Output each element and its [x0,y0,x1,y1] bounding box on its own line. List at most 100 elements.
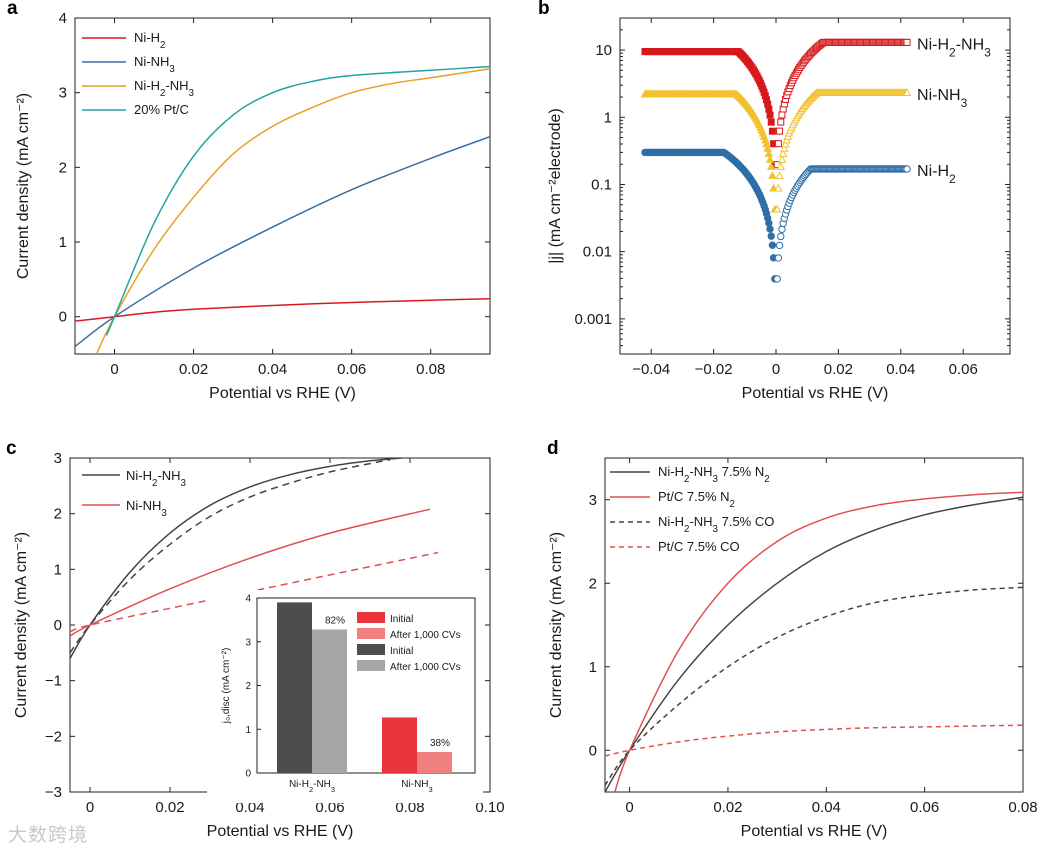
inset-legend-label: Initial [390,614,413,625]
x-tick-label: 0.06 [337,361,366,378]
x-tick-label: 0 [625,799,633,816]
panel-d: 0 0.02 0.04 0.06 0.08 0 1 2 3 Potential vs RHE (V… [547,438,1038,840]
x-tick-label: 0.06 [315,799,344,816]
x-tick-label: 0.06 [949,361,978,378]
series-label: Ni-H2-NH3 [917,36,991,59]
series-line [605,724,1023,757]
x-tick-label: 0 [772,361,780,378]
data-marker [765,219,773,227]
data-marker [777,154,787,163]
legend-label: Ni-H2-NH3 [134,78,194,99]
label-run: Ni-NH [126,498,161,513]
data-marker [774,183,783,192]
y-tick-label: −1 [45,673,62,690]
x-tick-label: 0.04 [235,799,264,816]
inset-bar [417,752,452,773]
label-subscript: 3 [961,96,968,110]
x-tick-label: 0.04 [886,361,915,378]
inset-bar [312,629,347,773]
y-tick-label: 0 [589,742,597,759]
data-marker [773,471,779,477]
marker-group [640,38,912,477]
inset-legend-swatch [357,660,385,671]
y-tick-label: 4 [59,10,67,27]
inset-legend-swatch [357,644,385,655]
data-marker [773,402,780,408]
data-marker [777,232,785,241]
series-line [105,65,490,336]
legend-label: Ni-NH3 [126,498,167,519]
x-tick-label: 0.02 [179,361,208,378]
label-run: Ni-H [917,163,949,180]
series-line [75,297,490,322]
plot-frame [604,457,1024,793]
legend: Ni-H2-NH3 Ni-NH3 [82,468,186,519]
series-label: Ni-H2 [917,163,956,186]
label-subscript: 2 [764,474,769,485]
y-tick-label: 0 [54,617,62,634]
inset-y-tick-label: 2 [245,681,251,692]
label-run: 7.5% N [718,464,764,479]
label-run: Ni-NH [401,779,428,790]
inset-bar [382,717,417,773]
label-subscript: 2 [949,45,956,59]
panel-letter: c [6,438,17,459]
data-marker [765,155,775,163]
data-marker [778,149,788,157]
data-marker [765,105,773,113]
data-marker [776,127,784,135]
y-tick-label: 0.1 [591,176,612,193]
watermark: 大数跨境 [8,824,89,846]
y-tick-label: 3 [54,450,62,467]
series-line [75,135,490,348]
series-line [95,68,490,354]
x-tick-label: 0.08 [416,361,445,378]
y-tick-label: 0.01 [583,244,612,261]
data-marker [778,225,786,233]
label-run: Pt/C 7.5% CO [658,539,740,554]
label-run: Ni-H [134,30,160,45]
label-run: 20% Pt/C [134,102,189,117]
y-tick-label: 3 [589,492,597,509]
series-group [605,491,1023,792]
data-marker [903,165,911,173]
label-subscript: 3 [713,524,718,535]
label-run: Ni-NH [134,54,169,69]
plot-frame [619,17,1011,355]
y-tick-label: −2 [45,728,62,745]
x-axis-label: Potential vs RHE (V) [742,385,889,402]
data-marker [767,232,775,240]
label-run: Pt/C 7.5% N [658,489,730,504]
inset-y-tick-label: 4 [245,594,251,605]
data-marker [775,241,784,250]
inset-category-label: Ni-NH3 [401,779,432,794]
label-subscript: 3 [189,88,194,99]
data-marker [774,140,782,148]
panel-a: 0 0.02 0.04 0.06 0.08 0 1 2 3 4 Potential vs RHE (… [7,0,491,402]
data-marker [777,118,785,126]
series-line [605,586,1023,786]
data-marker [766,162,776,170]
label-subscript: 3 [161,508,166,519]
y-axis-label: Current density (mA cm⁻²) [548,532,565,718]
label-run: Ni-H [134,78,160,93]
plot-frame [74,17,491,355]
data-marker [772,204,782,213]
y-tick-label: 2 [589,575,597,592]
label-run: Ni-H [917,36,949,53]
data-marker [768,171,777,179]
panel-b: −0.04 −0.02 0 0.02 0.04 0.06 0.001 0.01 0.1 1 10 Po… [538,0,1011,477]
label-run: -NH [157,468,180,483]
x-tick-label: 0.02 [713,799,742,816]
legend-label: Ni-H2-NH3 [126,468,186,489]
inset-legend-label: After 1,000 CVs [390,630,461,641]
label-subscript: 2 [160,88,165,99]
y-tick-label: 1 [604,109,612,126]
data-marker [768,127,776,135]
y-tick-label: 3 [59,85,67,102]
x-axis-label: Potential vs RHE (V) [207,823,354,840]
data-marker [776,162,786,170]
